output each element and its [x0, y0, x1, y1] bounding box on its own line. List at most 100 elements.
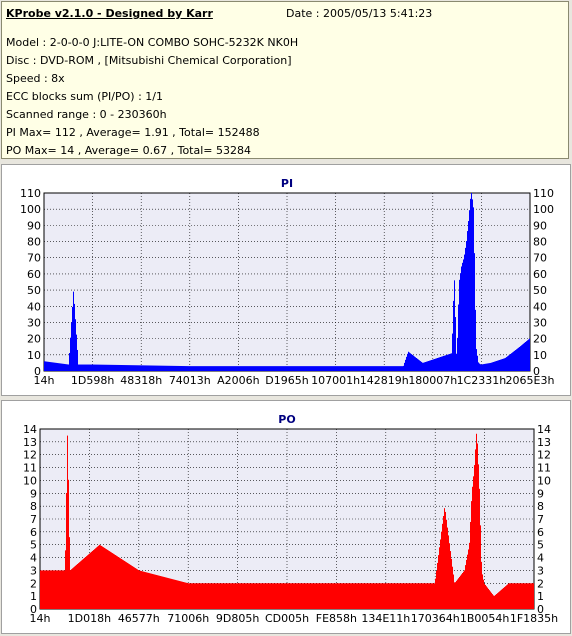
data-bar: [204, 366, 205, 371]
data-bar: [141, 365, 142, 371]
data-bar: [499, 359, 500, 371]
data-bar: [440, 357, 441, 371]
data-bar: [93, 364, 94, 371]
y-tick-label-left: 50: [27, 284, 41, 297]
data-bar: [244, 583, 245, 609]
data-bar: [386, 366, 387, 371]
data-bar: [113, 553, 114, 609]
data-bar: [360, 583, 361, 609]
data-bar: [493, 361, 494, 371]
data-bar: [86, 364, 87, 371]
data-bar: [100, 545, 101, 609]
data-bar: [254, 366, 255, 371]
data-bar: [341, 366, 342, 371]
data-bar: [372, 583, 373, 609]
data-bar: [307, 583, 308, 609]
data-bar: [124, 560, 125, 609]
data-bar: [387, 366, 388, 371]
data-bar: [226, 366, 227, 371]
data-bar: [380, 366, 381, 371]
data-bar: [147, 365, 148, 371]
data-bar: [293, 366, 294, 371]
data-bar: [190, 366, 191, 371]
x-tick-label: 14h: [34, 374, 55, 387]
data-bar: [219, 366, 220, 371]
data-bar: [376, 583, 377, 609]
data-bar: [490, 362, 491, 371]
data-bar: [310, 366, 311, 371]
data-bar: [284, 366, 285, 371]
data-bar: [76, 564, 77, 609]
data-bar: [146, 365, 147, 371]
data-bar: [366, 583, 367, 609]
data-bar: [148, 572, 149, 609]
data-bar: [368, 366, 369, 371]
data-bar: [237, 583, 238, 609]
data-bar: [209, 583, 210, 609]
data-bar: [47, 361, 48, 371]
data-bar: [473, 476, 474, 609]
data-bar: [150, 365, 151, 371]
data-bar: [243, 366, 244, 371]
data-bar: [214, 366, 215, 371]
data-bar: [441, 531, 442, 609]
data-bar: [473, 207, 474, 371]
y-tick-label-left: 10: [27, 349, 41, 362]
data-bar: [222, 366, 223, 371]
data-bar: [433, 359, 434, 371]
data-bar: [204, 583, 205, 609]
data-bar: [339, 583, 340, 609]
data-bar: [422, 362, 423, 371]
data-bar: [120, 364, 121, 371]
data-bar: [183, 582, 184, 609]
data-bar: [480, 525, 481, 609]
data-bar: [139, 365, 140, 371]
data-bar: [151, 365, 152, 371]
x-tick-label: D1965h: [265, 374, 308, 387]
data-bar: [379, 366, 380, 371]
data-bar: [215, 366, 216, 371]
data-bar: [515, 350, 516, 371]
data-bar: [436, 570, 437, 609]
x-tick-label: 142819h: [360, 374, 409, 387]
data-bar: [481, 364, 482, 371]
data-bar: [514, 350, 515, 371]
data-bar: [533, 583, 534, 609]
data-bar: [487, 363, 488, 371]
data-bar: [326, 583, 327, 609]
data-bar: [491, 592, 492, 609]
data-bar: [294, 366, 295, 371]
data-bar: [244, 366, 245, 371]
data-bar: [474, 253, 475, 371]
data-bar: [319, 583, 320, 609]
data-bar: [279, 583, 280, 609]
data-bar: [257, 366, 258, 371]
y-tick-label-right: 12: [537, 449, 551, 462]
data-bar: [398, 366, 399, 371]
data-bar: [414, 356, 415, 371]
data-bar: [467, 554, 468, 609]
data-bar: [107, 364, 108, 371]
x-tick-label: 1D598h: [71, 374, 114, 387]
data-bar: [338, 366, 339, 371]
y-tick-label-left: 110: [20, 187, 41, 200]
data-bar: [373, 366, 374, 371]
data-bar: [199, 366, 200, 371]
data-bar: [125, 365, 126, 371]
data-bar: [57, 570, 58, 609]
data-bar: [134, 567, 135, 609]
data-bar: [513, 351, 514, 371]
data-bar: [66, 492, 67, 609]
data-bar: [183, 366, 184, 371]
data-bar: [323, 366, 324, 371]
data-bar: [476, 349, 477, 371]
data-bar: [348, 583, 349, 609]
data-bar: [310, 583, 311, 609]
data-bar: [496, 594, 497, 609]
y-tick-label-right: 7: [537, 513, 544, 526]
data-bar: [82, 364, 83, 371]
data-bar: [213, 583, 214, 609]
data-bar: [261, 583, 262, 609]
data-bar: [529, 338, 530, 371]
data-bar: [86, 556, 87, 609]
